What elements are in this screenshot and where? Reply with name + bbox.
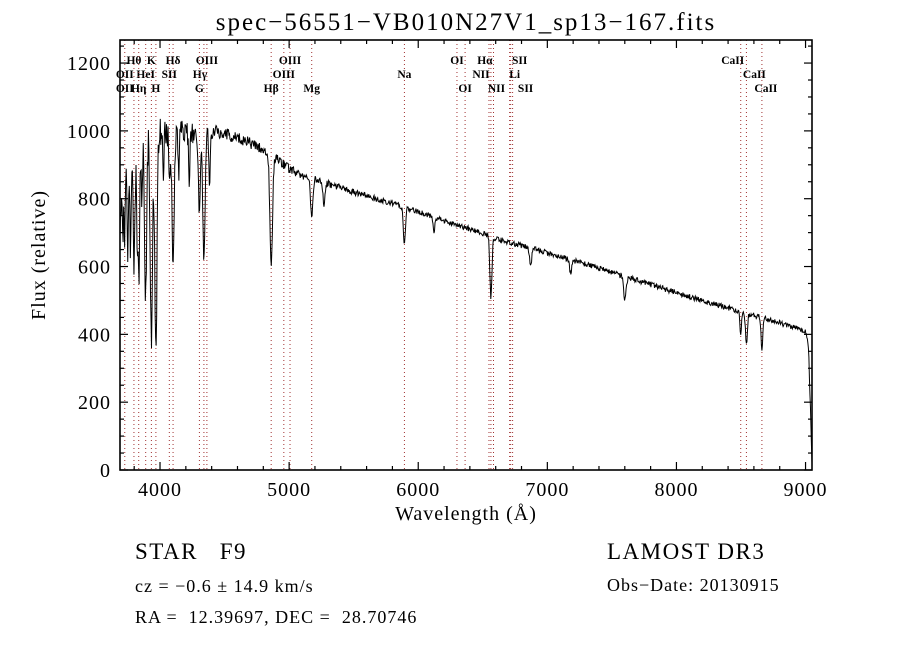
x-tick-label: 9000 <box>784 479 828 501</box>
spectral-line-marker-label: OI <box>458 83 472 95</box>
x-tick-label: 4000 <box>138 479 182 501</box>
spectral-line-marker-label: OII <box>116 69 134 81</box>
spectral-line-marker-label: Hθ <box>126 55 141 67</box>
spectral-line-marker-label: Hδ <box>166 55 181 67</box>
spectral-line-marker-label: K <box>147 55 156 67</box>
y-tick-label: 1000 <box>67 121 111 143</box>
y-tick-label: 1200 <box>67 53 111 75</box>
x-tick-label: 6000 <box>396 479 440 501</box>
spectrum-line <box>119 118 813 464</box>
spectral-line-marker-label: NII <box>488 83 506 95</box>
ra-dec: RA = 12.39697, DEC = 28.70746 <box>135 607 417 627</box>
spectral-line-marker-label: SII <box>512 55 528 67</box>
x-tick-label: 7000 <box>525 479 569 501</box>
y-tick-label: 400 <box>78 324 111 346</box>
spectral-line-marker-label: Li <box>509 69 521 81</box>
spectral-line-marker-label: HeI <box>136 69 155 81</box>
spectral-line-marker-label: NII <box>472 69 490 81</box>
y-tick-label: 200 <box>78 392 111 414</box>
spectral-line-marker-label: SII <box>518 83 534 95</box>
spectral-line-marker-label: Hη <box>131 83 147 95</box>
spectral-line-marker-label: Mg <box>303 83 320 95</box>
y-tick-label: 600 <box>78 257 111 279</box>
spectral-line-markers: Hθ K Hδ OIII OIII OI Hα SII CaII OII HeI SII Hγ OIII N… <box>116 40 778 470</box>
x-tick-label: 8000 <box>654 479 698 501</box>
spectral-line-marker-label: OIII <box>196 55 219 67</box>
survey-label: LAMOST DR3 <box>607 539 765 564</box>
spectral-line-marker-label: H <box>151 83 160 95</box>
spectral-line-marker-label: Hα <box>477 55 493 67</box>
plot-title: spec−56551−VB010N27V1_sp13−167.fits <box>216 9 716 36</box>
y-axis-label: Flux (relative) <box>28 190 50 320</box>
spectral-line-marker-label: CaII <box>721 55 745 67</box>
spectral-line-marker-label: CaII <box>754 83 778 95</box>
obs-date: Obs−Date: 20130915 <box>607 575 780 595</box>
spectral-line-marker-label: OIII <box>273 69 296 81</box>
plot-frame <box>119 39 813 471</box>
spectral-line-marker-label: Na <box>397 69 411 81</box>
spectral-line-marker-label: Hγ <box>193 69 208 81</box>
object-class-label: STAR F9 <box>135 539 247 564</box>
spectral-line-marker-label: SII <box>162 69 178 81</box>
cz-value: cz = −0.6 ± 14.9 km/s <box>135 576 314 596</box>
spectral-line-marker-label: Hβ <box>264 83 279 95</box>
y-tick-label: 0 <box>100 460 111 482</box>
spectral-line-marker-label: G <box>195 83 204 95</box>
spectral-line-marker-label: OIII <box>279 55 302 67</box>
y-tick-label: 800 <box>78 189 111 211</box>
axis-frame: 4000 5000 6000 7000 8000 9000 0 200 400 600 800 100… <box>67 39 828 501</box>
spectral-line-marker-label: OI <box>450 55 464 67</box>
x-tick-label: 5000 <box>267 479 311 501</box>
spectral-line-marker-label: CaII <box>743 69 767 81</box>
x-axis-label: Wavelength (Å) <box>395 503 537 525</box>
